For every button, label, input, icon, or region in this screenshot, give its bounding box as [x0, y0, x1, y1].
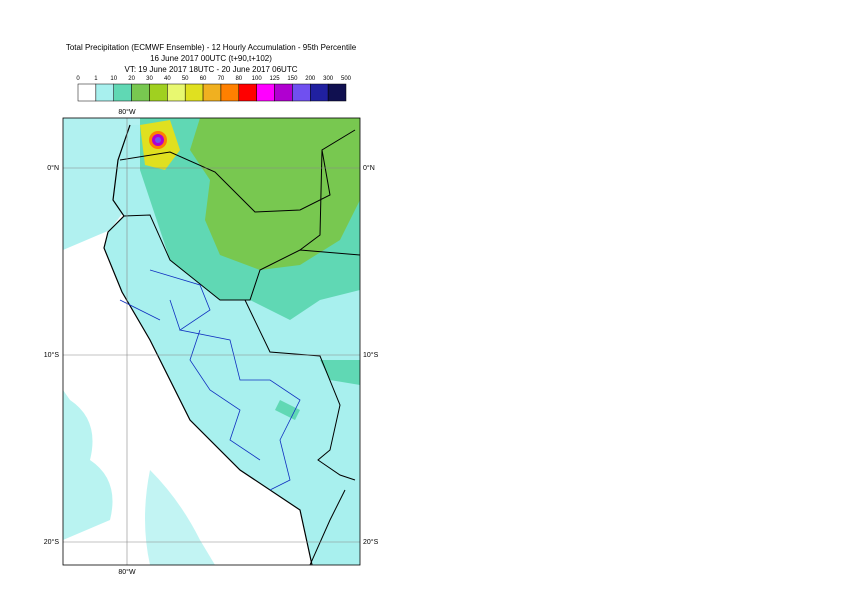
colorbar-label: 100: [252, 76, 263, 82]
lat-label: 10°S: [44, 351, 60, 359]
lat-label: 20°S: [363, 538, 379, 546]
valid-time: VT: 19 June 2017 18UTC - 20 June 2017 06…: [125, 65, 298, 74]
colorbar-label: 500: [341, 76, 352, 82]
precip-10: [275, 360, 360, 420]
colorbar-box: [202, 83, 222, 102]
colorbar-box: [292, 83, 311, 102]
sea-precip: [63, 390, 113, 540]
colorbar-label: 200: [305, 76, 316, 82]
lat-label: 20°S: [44, 538, 60, 546]
run-info: 16 June 2017 00UTC (t+90,t+102): [150, 54, 272, 63]
title: Total Precipitation (ECMWF Ensemble) - 1…: [66, 43, 357, 52]
lat-label: 10°S: [363, 351, 379, 359]
country-border: [119, 129, 360, 565]
colorbar-box: [238, 83, 257, 102]
colorbar-box: [149, 83, 168, 102]
colorbar-label: 40: [164, 76, 171, 82]
colorbar-box: [220, 83, 240, 102]
colorbar-label: 10: [110, 76, 117, 82]
map: 80°W 80°W 0°N 10°S 20°S 0°N 10°S 20°S: [44, 108, 379, 576]
lat-label: 0°N: [363, 164, 375, 172]
sea-precip: [145, 470, 215, 565]
lon-label: 80°W: [118, 108, 136, 116]
coastline: [103, 124, 313, 565]
colorbar-label: 1: [94, 76, 98, 82]
lat-label: 0°N: [47, 164, 59, 172]
colorbar-box: [310, 83, 329, 102]
colorbar-box: [131, 83, 150, 102]
colorbar-label: 150: [287, 76, 298, 82]
graticule: [63, 118, 360, 565]
colorbar-label: 20: [128, 76, 135, 82]
colorbar-box: [77, 83, 97, 102]
colorbar-box: [184, 83, 204, 102]
colorbar-label: 300: [323, 76, 334, 82]
colorbar-box: [327, 83, 347, 102]
colorbar-label: 60: [200, 76, 207, 82]
colorbar-box: [167, 83, 186, 102]
colorbar-label: 0: [76, 76, 80, 82]
colorbar-label: 30: [146, 76, 153, 82]
colorbar: 0 1 10 20 30 40 50 60 70 80 100 125 150 200 300 500: [76, 76, 352, 102]
colorbar-box: [274, 83, 293, 102]
sea-precip: [63, 118, 250, 250]
colorbar-label: 50: [182, 76, 189, 82]
precip-150: [155, 137, 161, 143]
lat-labels: 0°N 10°S 20°S 0°N 10°S 20°S: [44, 164, 379, 546]
lon-label: 80°W: [118, 568, 136, 576]
colorbar-label: 80: [235, 76, 242, 82]
colorbar-label: 70: [218, 76, 225, 82]
colorbar-label: 125: [270, 76, 281, 82]
colorbar-box: [113, 83, 132, 102]
region-border: [119, 269, 301, 491]
colorbar-box: [95, 83, 114, 102]
map-frame: [62, 117, 361, 566]
colorbar-box: [256, 83, 275, 102]
precip-20: [190, 118, 360, 270]
